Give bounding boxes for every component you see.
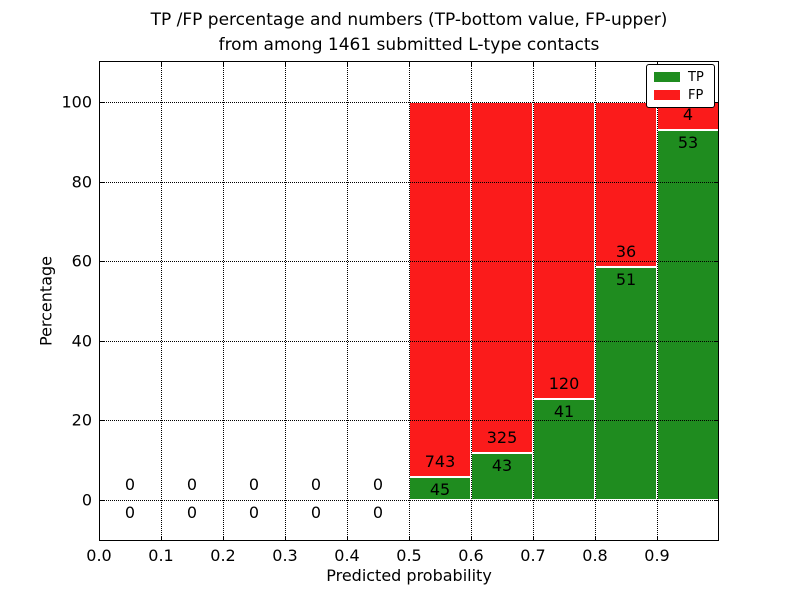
tp-count-label: 0 <box>186 503 198 522</box>
y-tick-mark <box>100 181 104 183</box>
fp-legend-swatch <box>654 90 680 100</box>
vertical-gridline <box>285 61 286 541</box>
tp-count-label: 51 <box>615 269 637 289</box>
tp-legend-swatch <box>654 72 680 82</box>
fp-count-label: 0 <box>124 475 136 494</box>
horizontal-gridline <box>99 420 719 422</box>
x-tick-mark <box>285 536 286 540</box>
y-tick-mark <box>714 500 718 501</box>
vertical-gridline <box>223 61 224 541</box>
tp-count-label: 0 <box>310 503 322 522</box>
fp-count-label: 36 <box>615 241 637 261</box>
x-tick-mark <box>409 536 410 540</box>
x-tick-label: 0.8 <box>582 546 608 565</box>
tp-count-label: 53 <box>677 132 699 152</box>
x-tick-mark <box>223 536 224 540</box>
x-tick-mark <box>471 62 472 66</box>
x-tick-mark <box>533 62 534 66</box>
y-tick-mark <box>714 420 718 422</box>
tp-legend-label: TP <box>688 69 704 85</box>
vertical-gridline <box>657 61 658 541</box>
horizontal-gridline <box>99 101 719 103</box>
x-tick-mark <box>285 62 286 66</box>
horizontal-gridline <box>99 261 719 263</box>
vertical-gridline <box>409 61 410 541</box>
y-tick-mark <box>100 500 104 501</box>
fp-count-label: 743 <box>424 452 456 472</box>
x-tick-mark <box>657 536 658 540</box>
bar-tp-segment <box>595 266 657 500</box>
vertical-gridline <box>471 61 472 541</box>
y-tick-mark <box>100 261 104 263</box>
x-tick-label: 0.5 <box>396 546 422 565</box>
x-tick-mark <box>471 536 472 540</box>
bar-fp-segment <box>471 101 533 454</box>
legend-entry-fp: FP <box>654 89 707 102</box>
tp-count-label: 43 <box>491 456 513 476</box>
y-tick-label: 60 <box>71 251 92 271</box>
fp-count-label: 0 <box>310 475 322 494</box>
x-tick-mark <box>161 62 162 66</box>
y-tick-mark <box>714 261 718 263</box>
bar-tp-segment <box>657 129 719 500</box>
tp-count-label: 41 <box>553 401 575 421</box>
x-axis-label: Predicted probability <box>326 566 492 585</box>
tp-count-label: 0 <box>124 503 136 522</box>
x-tick-mark <box>347 536 348 540</box>
y-tick-mark <box>714 340 718 342</box>
y-tick-label: 20 <box>71 410 92 430</box>
y-tick-label: 40 <box>71 331 92 351</box>
bar-fp-segment <box>409 101 471 478</box>
x-tick-mark <box>99 536 100 540</box>
y-tick-label: 100 <box>61 92 92 112</box>
vertical-gridline <box>533 61 534 541</box>
fp-count-label: 120 <box>548 373 580 393</box>
y-tick-label: 0 <box>81 490 92 510</box>
fp-count-label: 325 <box>486 428 518 448</box>
x-tick-label: 0.4 <box>334 546 360 565</box>
x-tick-label: 0.7 <box>520 546 546 565</box>
chart-title: TP /FP percentage and numbers (TP-bottom… <box>99 8 719 58</box>
fp-count-label: 0 <box>372 475 384 494</box>
y-tick-mark <box>100 420 104 422</box>
tp-count-label: 45 <box>429 480 451 500</box>
horizontal-gridline <box>99 340 719 342</box>
x-tick-mark <box>347 62 348 66</box>
chart-title-line1: TP /FP percentage and numbers (TP-bottom… <box>150 10 668 30</box>
bar-fp-segment <box>533 101 595 399</box>
fp-count-label: 4 <box>682 104 694 124</box>
x-tick-label: 0.2 <box>210 546 236 565</box>
y-tick-mark <box>100 101 104 103</box>
x-tick-mark <box>409 62 410 66</box>
x-tick-label: 0.6 <box>458 546 484 565</box>
y-tick-mark <box>714 181 718 183</box>
vertical-gridline <box>347 61 348 541</box>
vertical-gridline <box>161 61 162 541</box>
legend-entry-tp: TP <box>654 71 707 84</box>
y-tick-mark <box>100 340 104 342</box>
legend: TP FP <box>646 64 715 108</box>
vertical-gridline <box>595 61 596 541</box>
fp-count-label: 0 <box>248 475 260 494</box>
x-tick-label: 0.1 <box>148 546 174 565</box>
y-tick-mark <box>714 101 718 103</box>
tp-count-label: 0 <box>248 503 260 522</box>
x-tick-mark <box>161 536 162 540</box>
x-tick-label: 0.3 <box>272 546 298 565</box>
horizontal-gridline <box>99 500 719 501</box>
x-tick-mark <box>595 536 596 540</box>
tp-count-label: 0 <box>372 503 384 522</box>
y-tick-label: 80 <box>71 172 92 192</box>
x-tick-mark <box>223 62 224 66</box>
x-tick-label: 0.0 <box>86 546 112 565</box>
x-tick-mark <box>595 62 596 66</box>
horizontal-gridline <box>99 181 719 183</box>
chart-title-line2: from among 1461 submitted L-type contact… <box>218 35 600 55</box>
fp-count-label: 0 <box>186 475 198 494</box>
fp-legend-label: FP <box>688 87 704 103</box>
x-tick-mark <box>99 62 100 66</box>
x-tick-mark <box>533 536 534 540</box>
x-tick-label: 0.9 <box>644 546 670 565</box>
